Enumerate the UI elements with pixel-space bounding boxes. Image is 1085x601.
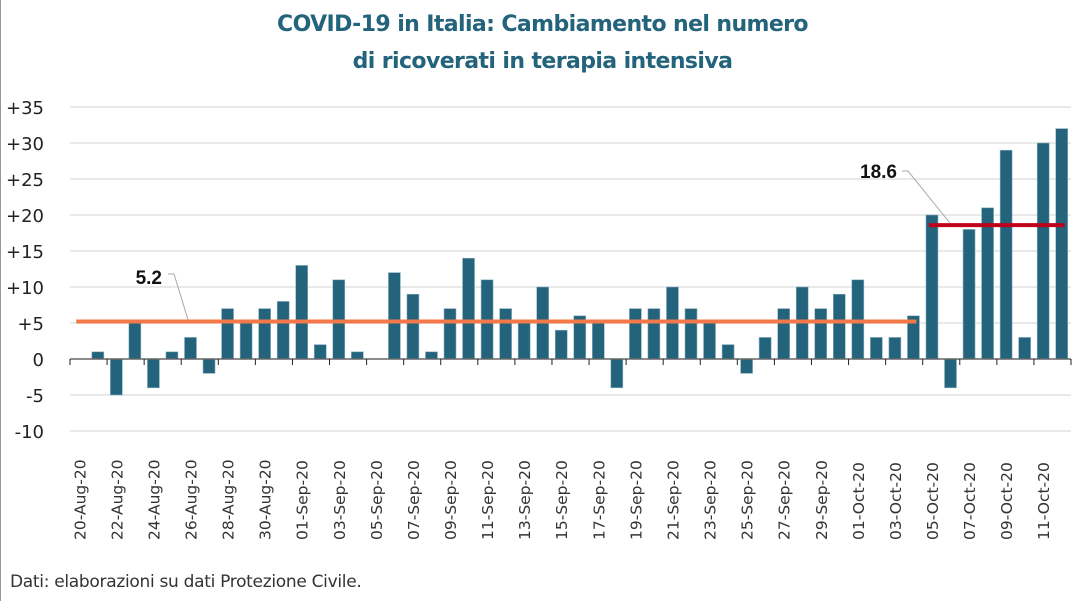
bar: [851, 279, 865, 360]
average-label: 5.2: [136, 268, 162, 289]
source-note: Dati: elaborazioni su dati Protezione Ci…: [10, 572, 362, 592]
y-tick-labels: -10 -5 0 +5 +10 +15 +20 +25 +30 +35: [6, 98, 44, 443]
average-label: 18.6: [860, 162, 897, 183]
bar: [184, 337, 197, 360]
bar: [462, 257, 475, 360]
bar: [351, 351, 364, 360]
y-tick-label: +25: [6, 170, 44, 191]
x-tick-label: 19-Sep-20: [627, 460, 645, 540]
bar: [981, 207, 994, 360]
bar: [443, 308, 457, 360]
bar: [777, 308, 790, 360]
average-lines: 5.2 18.6: [76, 162, 1065, 324]
bar: [888, 337, 902, 360]
x-tick-label: 20-Aug-20: [71, 459, 89, 540]
bar: [480, 279, 494, 360]
bar: [221, 308, 234, 360]
x-tick-label: 01-Oct-20: [850, 462, 868, 540]
y-tick-label: -10: [15, 422, 44, 443]
bar: [1036, 142, 1050, 360]
bar: [925, 214, 939, 360]
bar: [554, 329, 568, 360]
bar: [517, 322, 531, 360]
bar: [999, 149, 1013, 360]
x-tick-label: 09-Oct-20: [998, 462, 1016, 540]
bar: [258, 308, 271, 360]
callout-leader: [902, 170, 951, 224]
bar: [239, 322, 253, 360]
bar: [110, 358, 123, 396]
bar: [721, 344, 735, 360]
bar: [758, 337, 772, 360]
bar: [740, 358, 753, 374]
bars: [91, 128, 1069, 396]
chart-title-line-2: di ricoverati in terapia intensiva: [352, 49, 733, 74]
x-axis: [69, 358, 1072, 365]
x-tick-label: 27-Sep-20: [776, 460, 794, 540]
bar: [684, 308, 698, 360]
frame-border: [0, 0, 1, 601]
x-tick-label: 07-Oct-20: [961, 462, 979, 540]
x-tick-label: 25-Sep-20: [739, 460, 757, 540]
x-tick-label: 11-Sep-20: [479, 460, 497, 540]
y-tick-label: +20: [6, 206, 44, 227]
x-tick-label: 01-Sep-20: [294, 460, 312, 540]
x-tick-label: 05-Oct-20: [924, 462, 942, 540]
bar: [202, 358, 216, 374]
bar: [165, 351, 179, 360]
chart-title-line-1: COVID-19 in Italia: Cambiamento nel nume…: [277, 12, 809, 37]
bar: [406, 293, 420, 360]
bar: [425, 351, 438, 360]
bar: [610, 358, 624, 389]
x-tick-label: 23-Sep-20: [702, 460, 720, 540]
bar: [814, 308, 828, 360]
x-tick-label: 22-Aug-20: [108, 459, 126, 540]
y-tick-label: +10: [6, 278, 44, 299]
bar: [295, 265, 309, 360]
bar: [1055, 128, 1069, 360]
bar: [388, 272, 401, 360]
y-tick-label: +35: [6, 98, 44, 119]
bar: [962, 229, 976, 360]
y-tick-label: +5: [17, 314, 44, 335]
x-tick-label: 21-Sep-20: [664, 460, 682, 540]
y-tick-label: -5: [26, 386, 44, 407]
bar: [276, 301, 290, 360]
bar: [870, 337, 883, 360]
callout-leader: [168, 273, 189, 320]
bar: [703, 322, 716, 360]
x-tick-label: 13-Sep-20: [516, 460, 534, 540]
bar: [832, 293, 846, 360]
bar: [629, 308, 642, 360]
gridlines: [70, 106, 1071, 432]
x-tick-label: 26-Aug-20: [182, 459, 200, 540]
bar: [499, 308, 512, 360]
x-tick-label: 03-Sep-20: [331, 460, 349, 540]
bar: [91, 351, 105, 360]
bar: [647, 308, 661, 360]
bar: [592, 322, 605, 360]
x-tick-label: 17-Sep-20: [590, 460, 608, 540]
x-tick-label: 11-Oct-20: [1035, 462, 1053, 540]
x-tick-label: 09-Sep-20: [442, 460, 460, 540]
x-tick-label: 03-Oct-20: [887, 462, 905, 540]
bar: [147, 358, 160, 389]
x-tick-label: 07-Sep-20: [405, 460, 423, 540]
bar: [944, 358, 957, 389]
x-tick-label: 24-Aug-20: [145, 459, 163, 540]
x-tick-labels: 20-Aug-20 22-Aug-20 24-Aug-20 26-Aug-20 28-A…: [71, 459, 1053, 540]
x-tick-label: 30-Aug-20: [257, 459, 275, 540]
x-tick-label: 28-Aug-20: [220, 459, 238, 540]
y-tick-label: 0: [33, 350, 44, 371]
x-tick-label: 05-Sep-20: [368, 460, 386, 540]
y-tick-label: +15: [6, 242, 44, 263]
bar: [332, 279, 346, 360]
x-tick-label: 29-Sep-20: [813, 460, 831, 540]
bar: [313, 344, 327, 360]
bar: [1018, 337, 1031, 360]
y-tick-label: +30: [6, 134, 44, 155]
bar: [128, 322, 142, 360]
x-tick-label: 15-Sep-20: [553, 460, 571, 540]
